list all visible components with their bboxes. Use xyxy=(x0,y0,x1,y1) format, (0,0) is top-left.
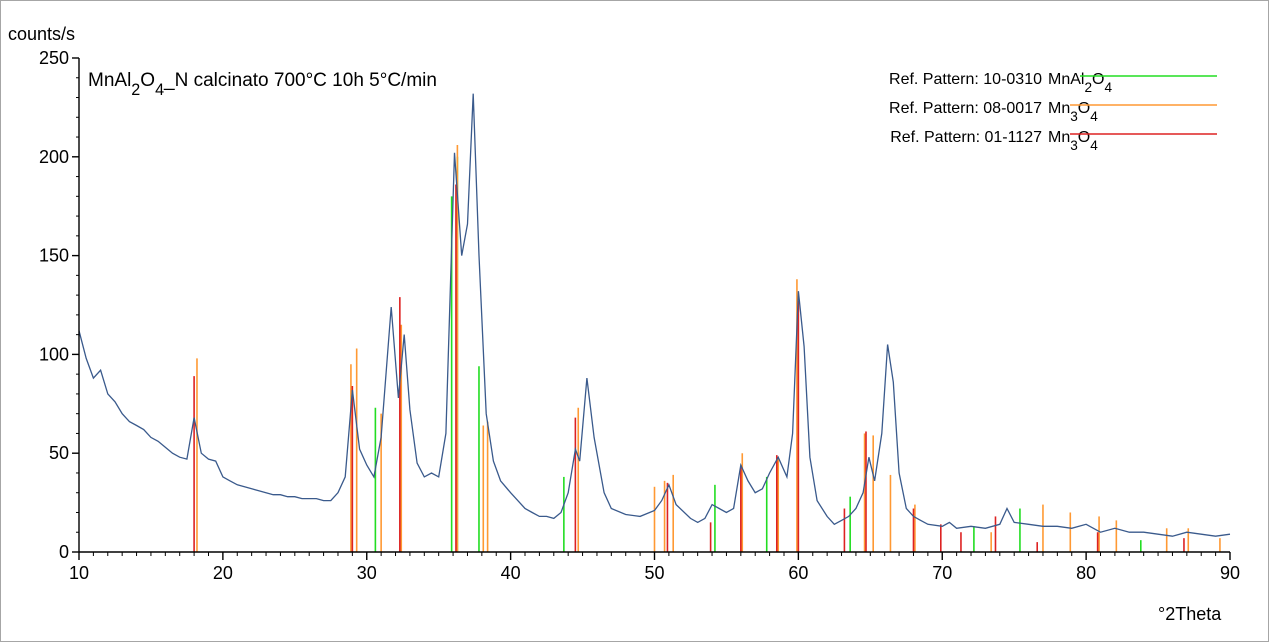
legend-formula-2: Mn3O4 xyxy=(1048,129,1098,153)
x-tick-label-20: 20 xyxy=(213,563,233,583)
reference-pattern-layer xyxy=(193,144,1221,552)
y-axis-label: counts/s xyxy=(8,24,76,44)
legend-label-2: Ref. Pattern: 01-1127 xyxy=(890,129,1042,146)
axes-layer: 0 50 100 150 200 250 10 20 30 40 50 60 70 80 90 xyxy=(39,48,1240,583)
series-layer xyxy=(78,93,1231,537)
y-tick-label-150: 150 xyxy=(39,246,69,266)
x-tick-label-80: 80 xyxy=(1076,563,1096,583)
legend-label-0: Ref. Pattern: 10-0310 xyxy=(889,71,1042,88)
y-tick-label-250: 250 xyxy=(39,48,69,68)
y-tick-label-50: 50 xyxy=(49,443,69,463)
x-tick-label-10: 10 xyxy=(69,563,89,583)
y-tick-label-100: 100 xyxy=(39,344,69,364)
x-tick-label-70: 70 xyxy=(932,563,952,583)
x-axis-label: °2Theta xyxy=(1158,604,1222,624)
chart-title: MnAl2O4_N calcinato 700°C 10h 5°C/min xyxy=(88,70,437,99)
x-tick-label-40: 40 xyxy=(501,563,521,583)
y-tick-label-0: 0 xyxy=(59,542,69,562)
x-tick-label-50: 50 xyxy=(644,563,664,583)
legend-label-1: Ref. Pattern: 08-0017 xyxy=(889,100,1042,117)
x-tick-label-30: 30 xyxy=(357,563,377,583)
legend-formula-0: MnAl2O4 xyxy=(1048,71,1112,95)
legend-formula-1: Mn3O4 xyxy=(1048,100,1098,124)
x-tick-label-90: 90 xyxy=(1220,563,1240,583)
x-tick-label-60: 60 xyxy=(788,563,808,583)
y-tick-label-200: 200 xyxy=(39,147,69,167)
legend: Ref. Pattern: 10-0310 MnAl2O4 Ref. Pattern… xyxy=(889,71,1217,153)
diffraction-series-line xyxy=(78,93,1231,537)
